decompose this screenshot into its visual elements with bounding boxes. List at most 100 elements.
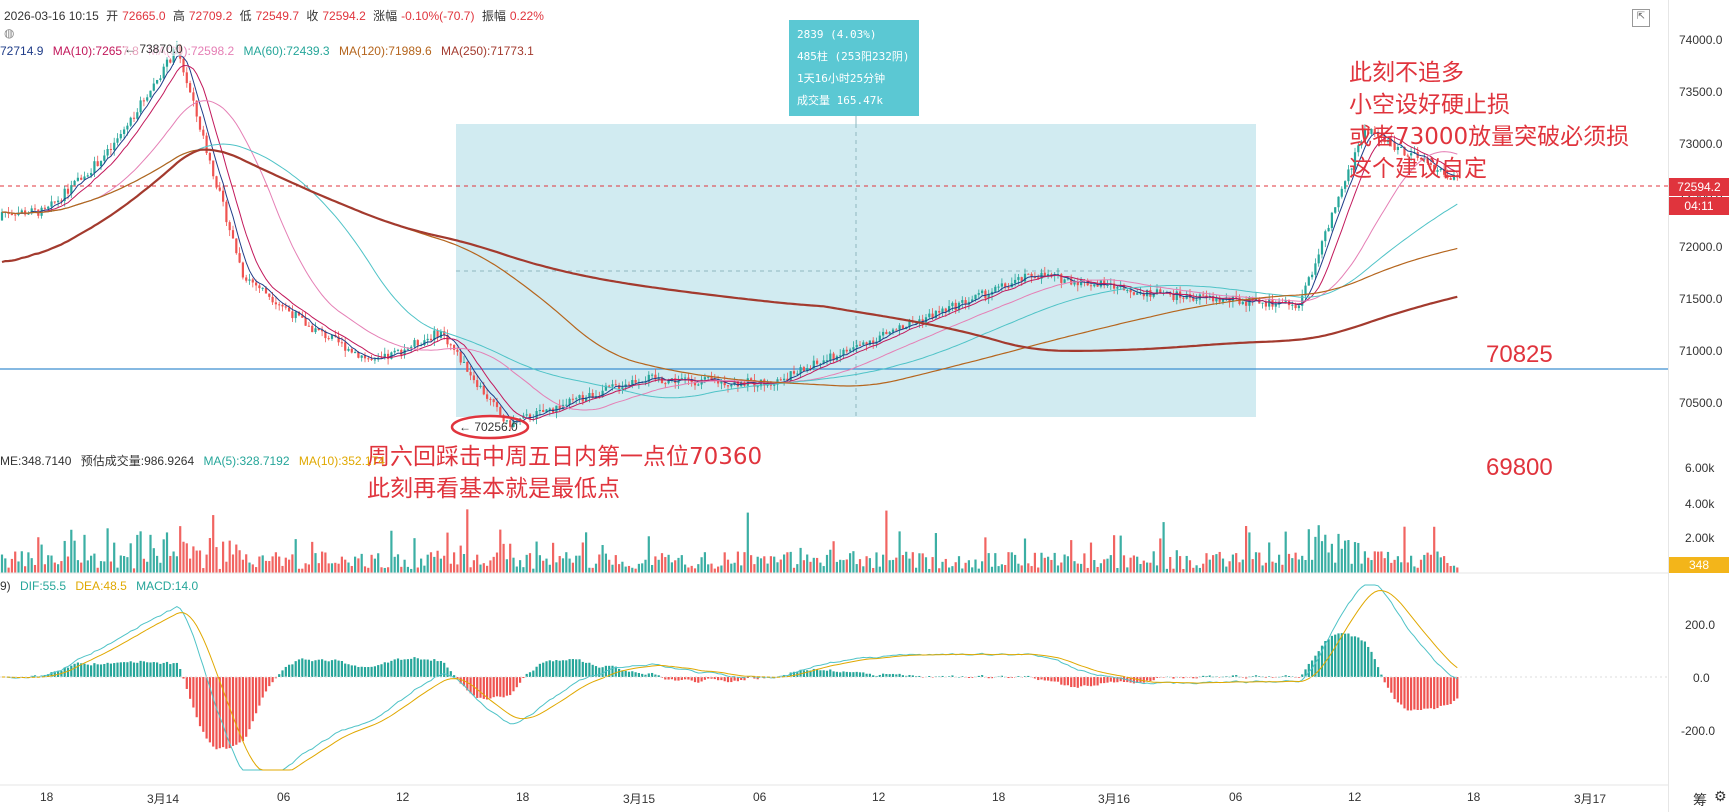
macd-histogram-bar <box>1047 677 1050 681</box>
macd-histogram-bar <box>1320 645 1324 677</box>
candle-body <box>347 348 350 351</box>
volume-bar <box>410 568 413 573</box>
volume-bar <box>1278 554 1281 573</box>
volume-bar <box>753 564 756 573</box>
macd-histogram-bar <box>294 661 297 677</box>
volume-bar <box>660 553 664 573</box>
volume-bar <box>96 567 99 573</box>
volume-bar <box>1040 552 1043 573</box>
candle-body <box>350 348 353 353</box>
macd-histogram-bar <box>895 674 898 677</box>
macd-histogram-bar <box>469 677 472 694</box>
macd-histogram-bar <box>809 670 812 677</box>
macd-histogram-bar <box>614 666 617 677</box>
volume-bar <box>459 545 462 573</box>
volume-bar <box>192 546 195 573</box>
volume-bar <box>334 562 337 573</box>
candle-body <box>631 380 634 385</box>
volume-bar <box>713 568 716 573</box>
candle-body <box>370 358 373 360</box>
range-stats-tooltip: 2839 (4.03%) 485柱 (253阳232阴) 1天16小时25分钟 … <box>789 20 919 116</box>
volume-bar <box>994 553 997 573</box>
volume-bar <box>1271 561 1274 573</box>
volume-bar <box>888 560 891 573</box>
volume-bar <box>1070 540 1073 573</box>
chips-toggle[interactable]: 筹 <box>1693 792 1707 808</box>
macd-histogram-bar <box>905 675 908 677</box>
volume-bar <box>921 553 924 573</box>
volume-bar <box>1261 565 1264 573</box>
ma250-line <box>1 148 1458 352</box>
macd-histogram-bar <box>594 666 598 677</box>
candle-body <box>977 293 980 295</box>
macd-histogram-bar <box>222 677 225 748</box>
volume-bar <box>1294 552 1297 573</box>
volume-bar <box>324 552 327 573</box>
volume-bar <box>1254 552 1258 573</box>
candle-body <box>132 117 136 119</box>
candle-body <box>489 398 492 400</box>
macd-histogram-bar <box>443 662 446 677</box>
macd-histogram-bar <box>202 677 205 732</box>
macd-histogram-bar <box>1330 635 1333 677</box>
macd-histogram-bar <box>1426 677 1429 709</box>
volume-bar <box>839 559 842 573</box>
candle-body <box>476 380 479 388</box>
eye-icon[interactable]: ◍ <box>4 26 15 40</box>
volume-bar <box>535 541 538 573</box>
macd-histogram-bar <box>806 670 809 677</box>
volume-bar <box>812 557 815 573</box>
candle-body <box>258 285 261 289</box>
macd-histogram-bar <box>634 672 637 677</box>
settings-icon[interactable]: ⚙ <box>1714 788 1727 804</box>
volume-bar <box>90 555 93 573</box>
candle-body <box>651 374 654 376</box>
candle-body <box>1172 294 1175 301</box>
macd-histogram-bar <box>1271 677 1274 678</box>
macd-histogram-bar <box>142 661 145 677</box>
volume-bar <box>231 554 235 573</box>
macd-histogram-bar <box>212 677 215 747</box>
macd-histogram-bar <box>1301 674 1304 677</box>
volume-bar <box>779 559 782 573</box>
volume-bar <box>202 568 205 573</box>
macd-histogram-bar <box>1235 675 1238 677</box>
volume-bar <box>66 556 70 573</box>
candle-body <box>426 338 429 341</box>
candle-body <box>469 371 472 376</box>
expand-icon[interactable]: ⇱ <box>1632 9 1650 27</box>
candle-body <box>908 321 911 327</box>
volume-bar <box>1439 557 1442 573</box>
volume-bar <box>990 566 994 573</box>
macd-histogram-bar <box>172 663 175 677</box>
candle-body <box>301 315 304 318</box>
volume-bar <box>1386 551 1390 573</box>
volume-bar <box>1198 567 1201 573</box>
candle-body <box>222 190 225 202</box>
time-axis[interactable]: 18 3月14 06 12 18 3月15 06 12 18 3月16 06 1… <box>40 788 1727 808</box>
candle-body <box>1103 280 1106 286</box>
volume-bar <box>27 552 30 573</box>
macd-histogram-bar <box>1096 677 1099 686</box>
volume-bar <box>1410 555 1413 573</box>
volume-bar <box>862 566 865 573</box>
candle-body <box>321 330 324 332</box>
candle-body <box>228 222 231 231</box>
candle-body <box>367 358 370 360</box>
volume-bar <box>76 560 79 573</box>
candle-body <box>667 379 670 384</box>
candle-body <box>849 349 852 352</box>
candle-body <box>1320 241 1324 255</box>
volume-bar <box>967 560 970 573</box>
candle-body <box>1291 304 1294 306</box>
volume-bar <box>997 566 1000 573</box>
volume-bar <box>1456 567 1459 573</box>
macd-histogram-bar <box>330 660 334 677</box>
volume-bar <box>505 559 508 573</box>
price-axis[interactable]: 74000.0 73500.0 73000.0 72500.0 72000.0 … <box>1668 0 1735 812</box>
volume-bar <box>700 557 703 573</box>
macd-histogram-bar <box>819 670 822 677</box>
macd-histogram-bar <box>344 663 347 677</box>
volume-bar <box>439 558 442 573</box>
candle-body <box>1000 283 1003 287</box>
